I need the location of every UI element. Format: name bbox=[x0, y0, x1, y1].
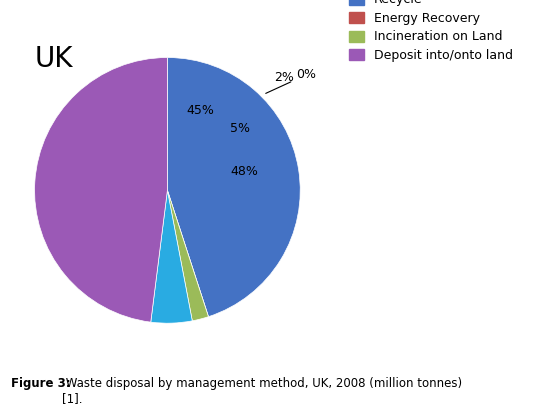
Text: Figure 3:: Figure 3: bbox=[11, 377, 70, 390]
Wedge shape bbox=[167, 190, 208, 317]
Text: UK: UK bbox=[35, 45, 73, 73]
Text: 5%: 5% bbox=[230, 122, 250, 135]
Text: Waste disposal by management method, UK, 2008 (million tonnes)
[1].: Waste disposal by management method, UK,… bbox=[62, 377, 462, 405]
Wedge shape bbox=[167, 58, 300, 317]
Legend: Recycle, Energy Recovery, Incineration on Land, Deposit into/onto land: Recycle, Energy Recovery, Incineration o… bbox=[346, 0, 515, 64]
Text: 45%: 45% bbox=[186, 104, 214, 117]
Text: 0%: 0% bbox=[266, 68, 316, 94]
Text: 2%: 2% bbox=[274, 71, 294, 84]
Text: 48%: 48% bbox=[231, 164, 259, 177]
Wedge shape bbox=[35, 58, 167, 322]
Wedge shape bbox=[167, 190, 208, 321]
Wedge shape bbox=[151, 190, 192, 323]
